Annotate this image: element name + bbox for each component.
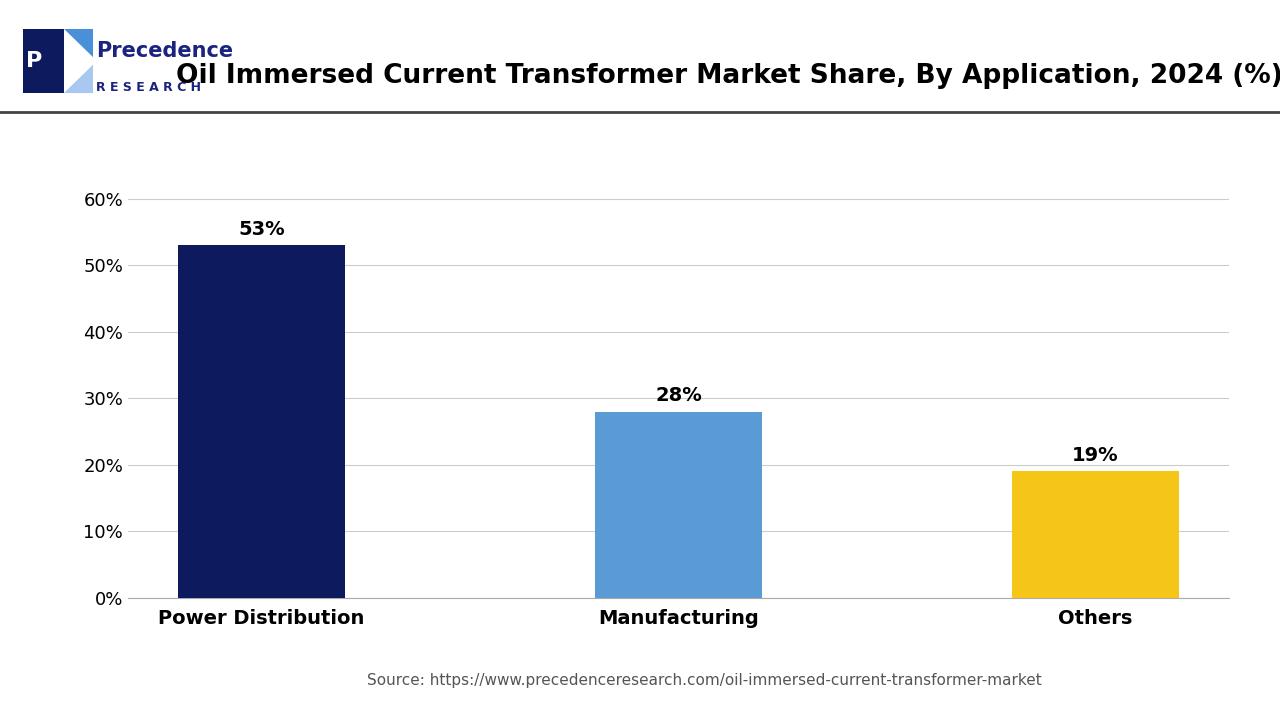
Polygon shape [64,29,93,58]
Text: 53%: 53% [238,220,284,239]
Text: Source: https://www.precedenceresearch.com/oil-immersed-current-transformer-mark: Source: https://www.precedenceresearch.c… [366,673,1042,688]
Polygon shape [64,64,93,93]
Text: 28%: 28% [655,386,701,405]
Text: R E S E A R C H: R E S E A R C H [96,81,201,94]
Text: 19%: 19% [1073,446,1119,464]
Bar [178,246,344,598]
Text: Precedence: Precedence [96,42,233,61]
Text: Oil Immersed Current Transformer Market Share, By Application, 2024 (%): Oil Immersed Current Transformer Market … [177,63,1280,89]
Bar [1012,472,1179,598]
Text: P: P [26,51,42,71]
Bar [595,412,762,598]
Bar [23,29,64,93]
